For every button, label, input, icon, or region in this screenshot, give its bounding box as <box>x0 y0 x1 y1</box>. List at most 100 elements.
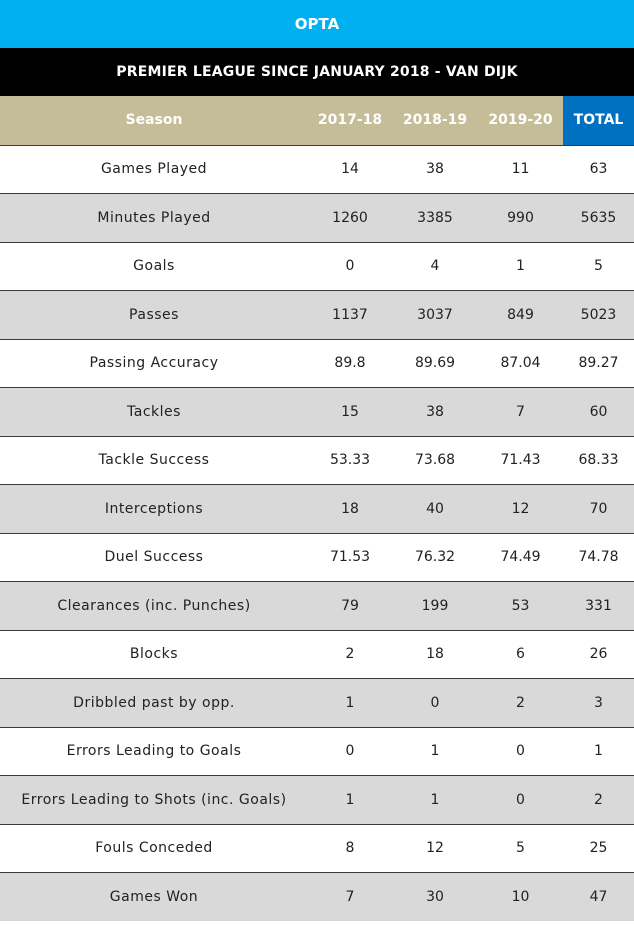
value-total: 89.27 <box>563 338 634 388</box>
value-2019-20: 7 <box>478 387 563 436</box>
value-2018-19: 3385 <box>392 193 478 242</box>
value-2019-20: 11 <box>478 144 563 194</box>
header-total: TOTAL <box>563 96 634 145</box>
table-row: Fouls Conceded 8 12 5 25 <box>0 823 634 873</box>
header-2019-20: 2019-20 <box>478 96 563 145</box>
table-row: Duel Success 71.53 76.32 74.49 74.78 <box>0 532 634 582</box>
table-title: PREMIER LEAGUE SINCE JANUARY 2018 - VAN … <box>0 48 634 96</box>
value-2019-20: 2 <box>478 678 563 727</box>
value-2018-19: 89.69 <box>392 338 478 388</box>
table-row: Games Won 7 30 10 47 <box>0 872 634 921</box>
value-2017-18: 7 <box>308 872 392 921</box>
value-2019-20: 0 <box>478 726 563 776</box>
table-row: Errors Leading to Shots (inc. Goals) 1 1 0 2 <box>0 775 634 824</box>
value-total: 60 <box>563 387 634 436</box>
value-2019-20: 5 <box>478 823 563 873</box>
value-2017-18: 0 <box>308 241 392 291</box>
table-row: Tackles 15 38 7 60 <box>0 387 634 436</box>
metric-label: Dribbled past by opp. <box>0 678 308 727</box>
value-2018-19: 0 <box>392 678 478 727</box>
metric-label: Minutes Played <box>0 193 308 242</box>
header-row: Season 2017-18 2018-19 2019-20 TOTAL <box>0 96 634 145</box>
metric-label: Goals <box>0 241 308 291</box>
value-2018-19: 38 <box>392 144 478 194</box>
value-total: 68.33 <box>563 435 634 485</box>
value-2017-18: 18 <box>308 484 392 533</box>
value-2017-18: 79 <box>308 581 392 630</box>
value-2018-19: 1 <box>392 775 478 824</box>
value-2018-19: 4 <box>392 241 478 291</box>
value-2019-20: 6 <box>478 629 563 679</box>
header-2018-19: 2018-19 <box>392 96 478 145</box>
table-row: Passing Accuracy 89.8 89.69 87.04 89.27 <box>0 338 634 388</box>
table-row: Tackle Success 53.33 73.68 71.43 68.33 <box>0 435 634 485</box>
table-row: Clearances (inc. Punches) 79 199 53 331 <box>0 581 634 630</box>
value-total: 2 <box>563 775 634 824</box>
value-2017-18: 8 <box>308 823 392 873</box>
value-2019-20: 10 <box>478 872 563 921</box>
stats-table: Season 2017-18 2018-19 2019-20 TOTAL Gam… <box>0 96 634 921</box>
value-total: 3 <box>563 678 634 727</box>
metric-label: Fouls Conceded <box>0 823 308 873</box>
value-2018-19: 199 <box>392 581 478 630</box>
table-row: Minutes Played 1260 3385 990 5635 <box>0 193 634 242</box>
metric-label: Errors Leading to Shots (inc. Goals) <box>0 775 308 824</box>
value-2019-20: 849 <box>478 290 563 339</box>
value-total: 26 <box>563 629 634 679</box>
value-2017-18: 53.33 <box>308 435 392 485</box>
value-2017-18: 2 <box>308 629 392 679</box>
value-2019-20: 87.04 <box>478 338 563 388</box>
table-row: Dribbled past by opp. 1 0 2 3 <box>0 678 634 727</box>
value-2017-18: 1137 <box>308 290 392 339</box>
value-2018-19: 76.32 <box>392 532 478 582</box>
value-2018-19: 1 <box>392 726 478 776</box>
value-total: 70 <box>563 484 634 533</box>
value-total: 47 <box>563 872 634 921</box>
value-2018-19: 30 <box>392 872 478 921</box>
table-row: Games Played 14 38 11 63 <box>0 144 634 194</box>
metric-label: Passing Accuracy <box>0 338 308 388</box>
value-2018-19: 40 <box>392 484 478 533</box>
metric-label: Games Played <box>0 144 308 194</box>
table-row: Interceptions 18 40 12 70 <box>0 484 634 533</box>
metric-label: Clearances (inc. Punches) <box>0 581 308 630</box>
value-2017-18: 89.8 <box>308 338 392 388</box>
value-2018-19: 73.68 <box>392 435 478 485</box>
metric-label: Blocks <box>0 629 308 679</box>
value-2017-18: 1 <box>308 775 392 824</box>
table-row: Errors Leading to Goals 0 1 0 1 <box>0 726 634 776</box>
source-banner: OPTA <box>0 0 634 48</box>
value-2019-20: 74.49 <box>478 532 563 582</box>
value-total: 74.78 <box>563 532 634 582</box>
value-2017-18: 15 <box>308 387 392 436</box>
value-2018-19: 12 <box>392 823 478 873</box>
value-total: 1 <box>563 726 634 776</box>
metric-label: Passes <box>0 290 308 339</box>
value-2018-19: 38 <box>392 387 478 436</box>
value-total: 5635 <box>563 193 634 242</box>
metric-label: Interceptions <box>0 484 308 533</box>
value-2017-18: 1 <box>308 678 392 727</box>
value-total: 25 <box>563 823 634 873</box>
value-total: 63 <box>563 144 634 194</box>
header-2017-18: 2017-18 <box>308 96 392 145</box>
value-2019-20: 1 <box>478 241 563 291</box>
value-2017-18: 0 <box>308 726 392 776</box>
table-row: Goals 0 4 1 5 <box>0 241 634 291</box>
value-total: 5023 <box>563 290 634 339</box>
value-2019-20: 71.43 <box>478 435 563 485</box>
header-season: Season <box>0 96 308 145</box>
table-row: Blocks 2 18 6 26 <box>0 629 634 679</box>
value-2019-20: 990 <box>478 193 563 242</box>
value-2019-20: 0 <box>478 775 563 824</box>
value-2017-18: 14 <box>308 144 392 194</box>
metric-label: Tackles <box>0 387 308 436</box>
metric-label: Games Won <box>0 872 308 921</box>
table-row: Passes 1137 3037 849 5023 <box>0 290 634 339</box>
metric-label: Errors Leading to Goals <box>0 726 308 776</box>
metric-label: Duel Success <box>0 532 308 582</box>
value-2019-20: 12 <box>478 484 563 533</box>
value-2017-18: 1260 <box>308 193 392 242</box>
value-2019-20: 53 <box>478 581 563 630</box>
value-2017-18: 71.53 <box>308 532 392 582</box>
